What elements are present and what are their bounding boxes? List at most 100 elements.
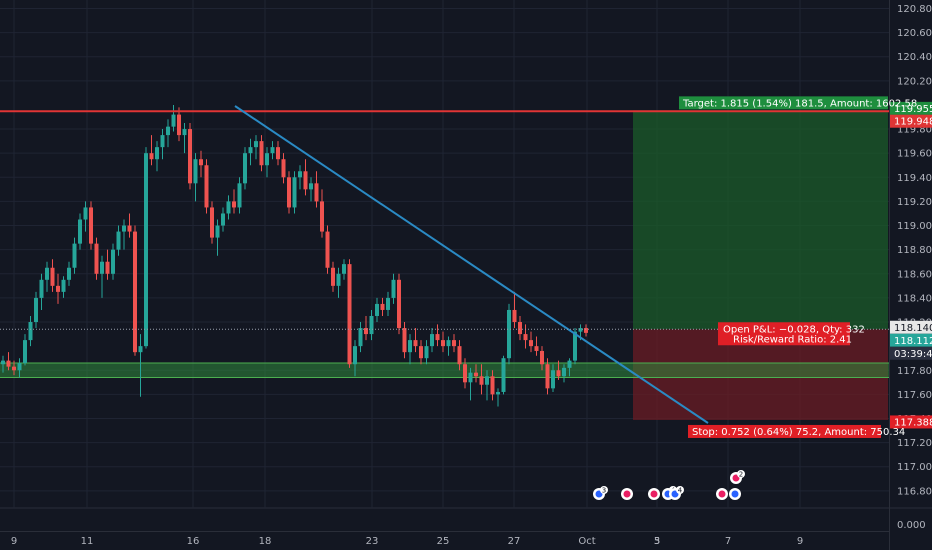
candle-body <box>237 183 242 208</box>
price-tick-label: 117.200 <box>897 438 932 449</box>
target-label-bg <box>679 96 888 110</box>
candle-body <box>133 231 137 353</box>
target-zone <box>633 110 888 330</box>
time-axis[interactable]: 9 11 16 18 23 25 27 Oct 35 7 9 <box>0 531 889 548</box>
stop-label-bg <box>688 424 881 438</box>
candle-body <box>78 219 82 244</box>
event-marker[interactable]: 3 <box>593 486 608 500</box>
candle-body <box>287 177 291 208</box>
candle-body <box>215 225 220 238</box>
candle-body <box>155 147 159 160</box>
price-tick-label: 120.800 <box>897 4 932 15</box>
candle-body <box>254 141 258 148</box>
price-tick-label: 119.200 <box>897 197 932 208</box>
trendline <box>234 105 709 424</box>
candle-body <box>265 153 269 166</box>
candle-body <box>67 267 71 280</box>
candle-body <box>441 340 445 347</box>
candle-body <box>281 159 286 178</box>
event-count: 4 <box>678 487 683 495</box>
candle-body <box>160 135 165 148</box>
candle-body <box>386 297 390 310</box>
event-marker[interactable]: 2 <box>730 470 745 484</box>
event-count: 3 <box>602 487 606 495</box>
target-label-text: Target: 1.815 (1.54%) 181.5, Amount: 160… <box>682 98 917 109</box>
candle-body <box>105 261 110 274</box>
candle-body <box>28 322 33 341</box>
candle-body <box>507 309 511 359</box>
candle-body <box>188 129 192 184</box>
candle-body <box>402 328 407 353</box>
time-tick-label: 18 <box>259 536 272 547</box>
candle-body <box>72 243 77 268</box>
rr-text: Risk/Reward Ratio: 2.41 <box>733 334 852 345</box>
stop-price-badge-bg <box>890 415 932 429</box>
candle-body <box>298 171 302 178</box>
event-dot <box>731 490 739 498</box>
candle-body <box>303 171 308 190</box>
candle-body <box>83 207 88 220</box>
open-price-badge-bg <box>890 320 932 334</box>
candle-body <box>56 285 60 292</box>
candle-body <box>485 376 489 385</box>
event-count: 2 <box>739 471 743 479</box>
candle-body <box>353 346 357 365</box>
time-tick-label: 27 <box>508 536 521 547</box>
candle-body <box>116 231 121 250</box>
stop-label-text: Stop: 0.752 (0.64%) 75.2, Amount: 750.34 <box>692 427 905 438</box>
resistance-price-badge-text: 119.948 <box>894 117 932 128</box>
candle-body <box>556 370 561 377</box>
time-tick-label: Oct <box>578 536 595 547</box>
candle-body <box>210 207 214 238</box>
candle-body <box>578 328 583 332</box>
event-count-badge <box>600 486 608 494</box>
countdown-badge: 03:39:41 <box>890 346 932 360</box>
candle-body <box>182 129 187 136</box>
price-axis[interactable]: 120.800 120.600 120.400 120.200 119.800 119.6… <box>889 0 932 550</box>
price-tick-label: 117.800 <box>897 366 932 377</box>
candle-body <box>325 231 330 268</box>
event-marker[interactable]: 4 <box>669 486 684 500</box>
candle-body <box>446 340 451 347</box>
candle-body <box>457 346 462 365</box>
price-tick-label: 119.400 <box>897 173 932 184</box>
open-price-badge-text: 118.140 <box>894 323 932 334</box>
price-tick-label: 120.600 <box>897 28 932 39</box>
time-tick-label: 16 <box>187 536 200 547</box>
candle-body <box>573 331 577 361</box>
price-tick-label: 120.400 <box>897 52 932 63</box>
resistance-price-badge-bg <box>890 114 932 128</box>
candle-body <box>529 340 533 347</box>
candle-body <box>204 165 209 208</box>
countdown-badge-bg <box>890 346 932 360</box>
event-marker[interactable] <box>729 488 741 500</box>
candle-body <box>17 363 22 371</box>
current-price-badge: 118.112 <box>890 333 932 347</box>
candle-body <box>248 147 253 154</box>
event-marker[interactable] <box>716 488 728 500</box>
event-dot <box>718 490 726 498</box>
candle-body <box>314 183 319 202</box>
candle-body <box>149 153 154 160</box>
event-count-badge <box>737 470 745 478</box>
candle-body <box>270 147 275 154</box>
event-marker[interactable] <box>648 488 660 500</box>
candle-body <box>166 126 170 136</box>
candle-body <box>23 340 27 364</box>
candle-body <box>419 346 423 359</box>
price-tick-label: 118.800 <box>897 245 932 256</box>
candle-body <box>584 328 588 333</box>
bottom-pane-tick-label: 0.000 <box>897 520 926 531</box>
candle-body <box>501 358 506 392</box>
candle-body <box>39 279 44 298</box>
event-marker[interactable] <box>621 488 633 500</box>
candle-body <box>12 366 16 371</box>
event-dot <box>623 490 631 498</box>
candle-body <box>540 350 544 365</box>
candle-body <box>551 370 555 389</box>
candle-body <box>45 267 49 280</box>
price-tick-label: 118.400 <box>897 293 932 304</box>
candle-body <box>111 249 115 274</box>
target-price-badge-text: 119.955 <box>894 104 932 115</box>
